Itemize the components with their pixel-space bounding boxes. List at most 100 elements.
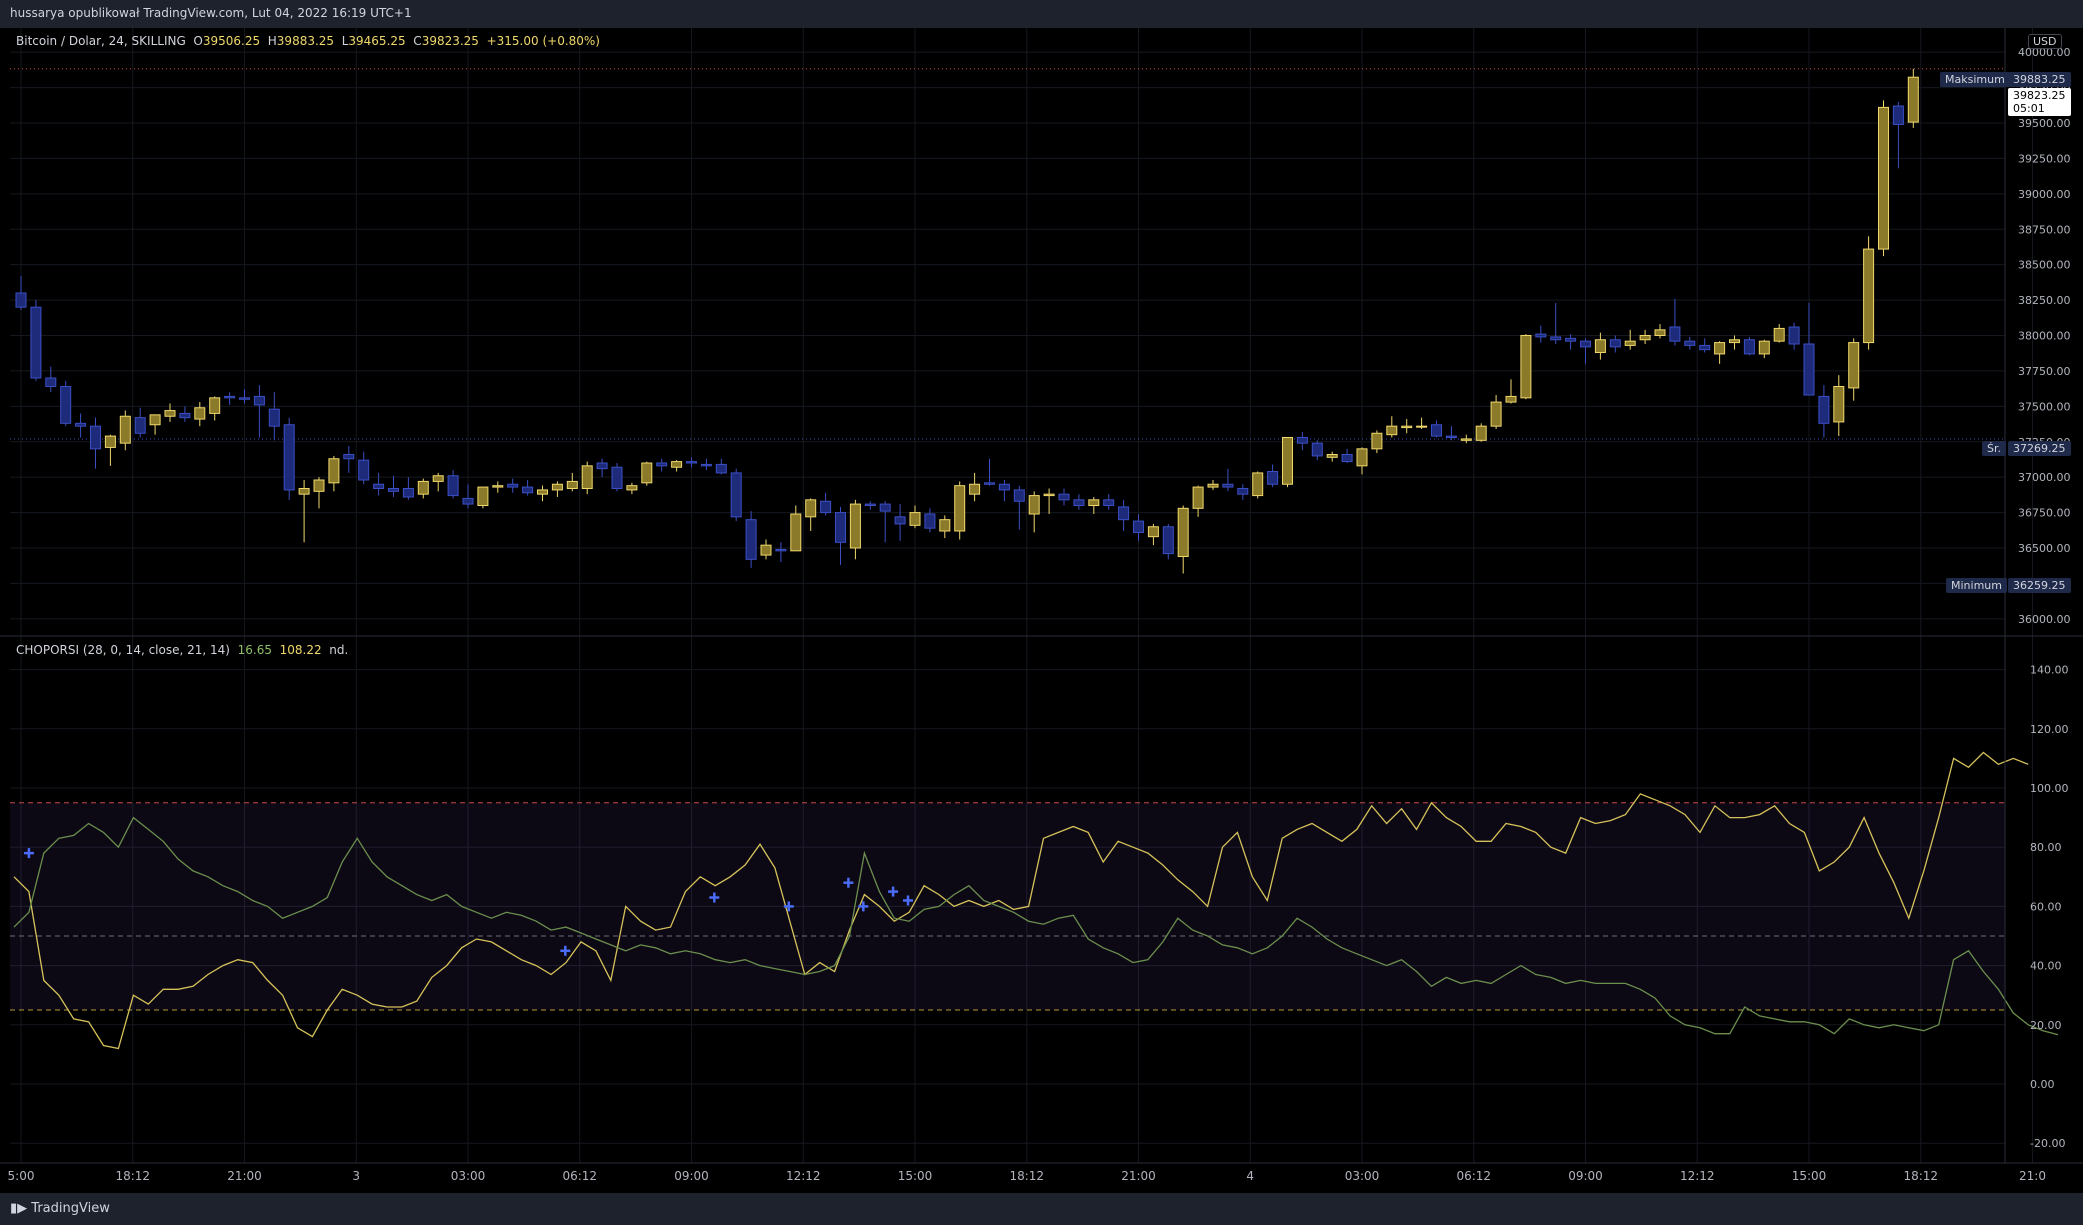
osc-tick-label: 100.00 (2030, 782, 2069, 795)
candle (1565, 334, 1577, 350)
candle-body (820, 500, 832, 514)
candle-body (1550, 336, 1562, 341)
candle (30, 300, 42, 381)
candle-body (30, 306, 42, 379)
candle (566, 472, 578, 492)
candle (432, 472, 444, 492)
candle-body (1803, 343, 1815, 396)
candle-body (268, 408, 280, 427)
candle (1147, 523, 1159, 546)
candle-body (283, 424, 295, 491)
candle (1654, 324, 1666, 339)
price-tick-label: 37750.00 (2018, 365, 2071, 378)
candle (1177, 505, 1189, 574)
candle-body (149, 414, 161, 426)
candle-body (1475, 425, 1487, 441)
chart-area[interactable]: 5:00 18:12 21:00 3 03:00 06:12 09:00 12:12 15:00… (0, 28, 2083, 1193)
price-tick-label: 38500.00 (2018, 259, 2071, 272)
candle-body (15, 292, 27, 308)
low-value: 39465.25 (348, 34, 406, 48)
candle (1743, 336, 1755, 356)
candle (1669, 298, 1681, 346)
candle (700, 458, 712, 471)
candle-body (745, 519, 757, 560)
x-tick-label: 18:12 (115, 1169, 150, 1183)
candle-body (1252, 472, 1264, 497)
currency-badge[interactable]: USD (2028, 34, 2062, 49)
candle-body (477, 486, 489, 507)
candle-body (969, 483, 981, 495)
signal-marker (709, 892, 720, 903)
candle (224, 392, 236, 405)
candle (1043, 488, 1055, 514)
open-value: 39506.25 (202, 34, 261, 48)
candle (581, 461, 593, 495)
candle (1818, 385, 1830, 438)
candle-body (1669, 326, 1681, 342)
candle-body (1207, 483, 1219, 488)
candle-body (537, 489, 548, 495)
close-value: 39823.25 (421, 34, 479, 48)
price-tick-label: 39000.00 (2018, 188, 2071, 201)
candle-body (954, 485, 966, 532)
osc-tick-label: 120.00 (2030, 723, 2069, 736)
candle-body (1282, 437, 1293, 485)
x-tick-label: 09:00 (674, 1169, 709, 1183)
change-value: +315.00 (+0.80%) (486, 34, 600, 48)
candle-body (417, 480, 429, 495)
footer-bar (0, 1193, 2083, 1225)
candle (596, 458, 608, 478)
candle (1267, 464, 1279, 488)
candle (686, 457, 697, 468)
indicator-name[interactable]: CHOPORSI (28, 0, 14, close, 21, 14) (16, 643, 230, 657)
candle-body (1580, 340, 1591, 348)
price-tick-label: 38000.00 (2018, 330, 2071, 343)
candle-body (730, 472, 742, 518)
candle-body (1311, 442, 1323, 457)
rsi-line (13, 816, 2059, 1036)
candle-body (686, 461, 697, 464)
signal-marker (783, 901, 794, 912)
candle (179, 406, 191, 422)
candle (641, 461, 653, 486)
candle-body (566, 480, 578, 489)
candle-body (1594, 339, 1606, 353)
candle-body (1624, 340, 1636, 346)
candle (1729, 335, 1740, 350)
symbol-name[interactable]: Bitcoin / Dolar, 24, SKILLING (16, 34, 186, 48)
candle (1833, 375, 1845, 437)
candle (522, 480, 534, 496)
candle (1118, 499, 1130, 531)
candle (626, 482, 638, 495)
candle-body (1341, 454, 1353, 463)
candle (998, 480, 1010, 502)
candle (239, 389, 250, 404)
candle-body (1535, 333, 1547, 338)
brand[interactable]: ▮▶ TradingView (10, 1201, 110, 1216)
candle (1088, 497, 1100, 514)
oscillator-series (13, 751, 2059, 1050)
candle-body (1088, 499, 1100, 507)
candle (1386, 416, 1398, 438)
candle-body (626, 485, 638, 491)
max-value: 39883.25 (2013, 73, 2066, 86)
candle (343, 446, 355, 473)
candle (551, 481, 563, 497)
candle (388, 475, 399, 497)
candle-body (1654, 329, 1666, 337)
candlestick-series (15, 68, 1919, 574)
candle-body (551, 483, 563, 491)
price-tick-label: 36500.00 (2018, 542, 2071, 555)
candle-body (1445, 435, 1457, 439)
candle (1371, 430, 1383, 454)
candle (1252, 471, 1264, 499)
candle-body (1863, 248, 1875, 344)
candle-body (1833, 386, 1845, 423)
candle-body (1371, 432, 1383, 450)
signal-marker (23, 848, 34, 859)
x-tick-label: 4 (1246, 1169, 1254, 1183)
candle (298, 480, 310, 543)
candle (149, 414, 161, 435)
candle-body (849, 503, 861, 549)
candle (924, 508, 936, 533)
